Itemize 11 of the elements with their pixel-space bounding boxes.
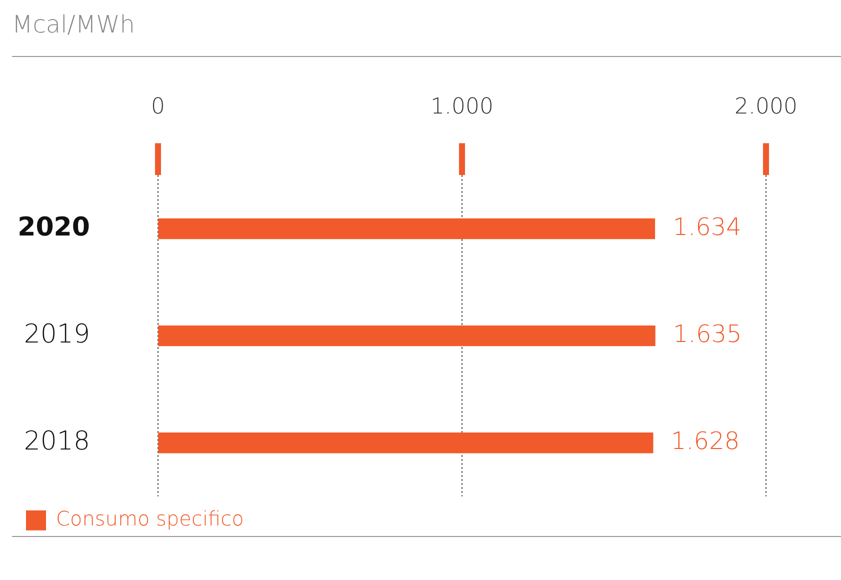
data-label: 1.628 [670, 427, 740, 456]
x-tick-label: 2.000 [734, 94, 798, 120]
y-tick-label: 2019 [24, 320, 90, 350]
y-tick-label: 2020 [18, 212, 90, 242]
data-label: 1.635 [673, 320, 742, 348]
x-tick-label: 0 [151, 94, 165, 120]
y-tick-label: 2018 [24, 426, 90, 457]
data-label: 1.634 [672, 212, 742, 241]
legend-label: Consumo specifico [56, 506, 244, 531]
x-tick-label: 1.000 [430, 94, 494, 120]
chart-title: Mcal/MWh [12, 10, 136, 39]
